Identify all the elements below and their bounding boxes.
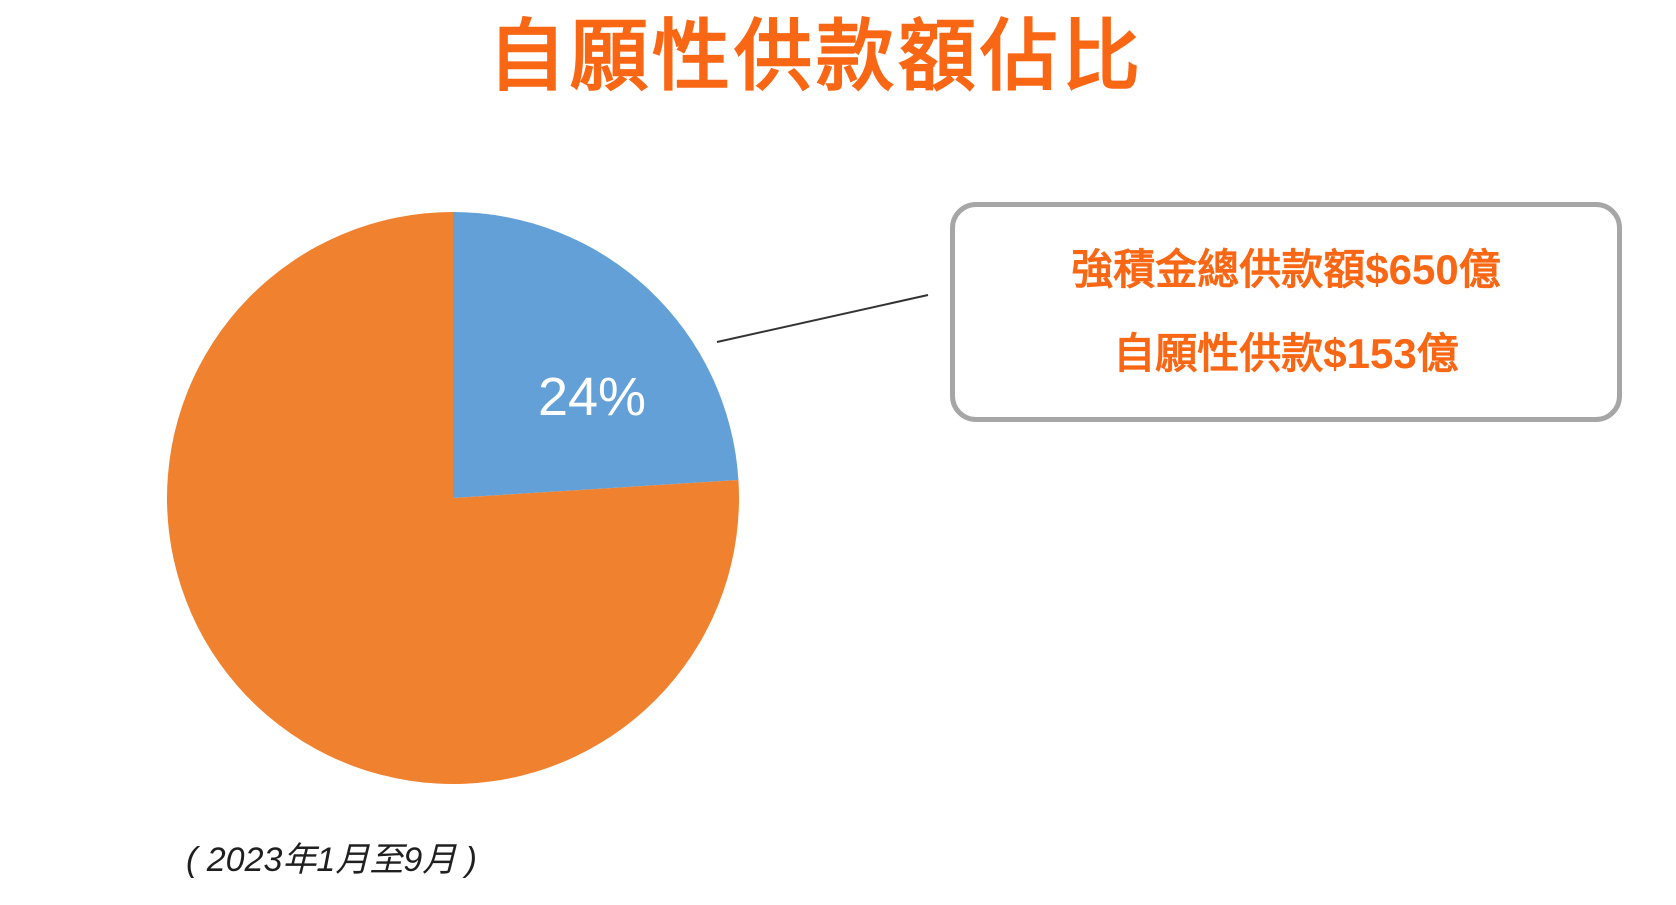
pie-slice-data-label: 24% [537, 367, 647, 427]
callout-total-contribution-text: 強積金總供款額$650億 [1071, 245, 1501, 293]
pie-slices [167, 212, 740, 784]
callout-box: 強積金總供款額$650億 自願性供款$153億 [950, 202, 1622, 422]
pie-slice-0 [453, 212, 739, 498]
period-caption: ( 2023年1月至9月 ) [186, 841, 477, 879]
callout-voluntary-contribution-text: 自願性供款$153億 [1113, 330, 1459, 377]
callout-leader-line [716, 294, 929, 343]
pie-slice-1 [167, 212, 740, 784]
chart-title: 自願性供款額佔比 [487, 12, 1144, 100]
